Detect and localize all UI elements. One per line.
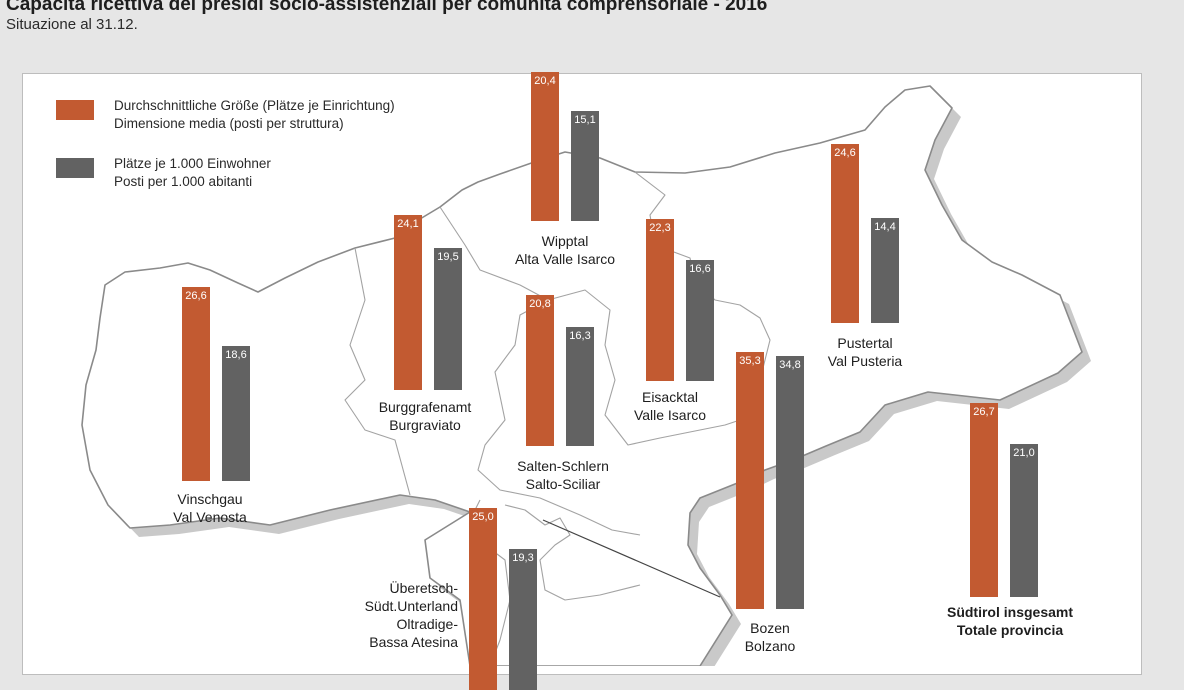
- region-unterland-it-2: Bassa Atesina: [369, 634, 458, 650]
- chart-subtitle: Situazione al 31.12.: [6, 16, 138, 33]
- bar-value-label-places-burggrafenamt: 19,5: [437, 251, 459, 263]
- region-label-vinschgau: Vinschgau Val Venosta: [150, 490, 270, 526]
- bar-value-label-places-pustertal: 14,4: [874, 221, 896, 233]
- bar-places-vinschgau: [222, 346, 250, 481]
- region-unterland-de-1: Überetsch-: [389, 580, 458, 596]
- region-bozen-de: Bozen: [750, 620, 790, 636]
- region-total-it: Totale provincia: [956, 622, 1064, 638]
- region-pustertal-it: Val Pusteria: [827, 353, 903, 369]
- bar-places-saltenschlern: [566, 327, 594, 446]
- region-wipptal-it: Alta Valle Isarco: [514, 251, 616, 267]
- bar-value-label-average-size-unterland: 25,0: [472, 511, 494, 523]
- region-vinschgau-de: Vinschgau: [177, 491, 243, 507]
- chart-title: Capacità ricettiva dei presidi socio-ass…: [6, 0, 768, 15]
- bar-value-label-places-bozen: 34,8: [779, 359, 801, 371]
- bar-value-label-places-total: 21,0: [1013, 447, 1035, 459]
- bar-value-label-average-size-saltenschlern: 20,8: [529, 298, 551, 310]
- region-pustertal-de: Pustertal: [837, 335, 893, 351]
- border-burggrafenamt-wipptal: [439, 206, 549, 301]
- bar-value-label-average-size-pustertal: 24,6: [834, 147, 856, 159]
- border-saltenschlern-east: [547, 289, 741, 446]
- bar-average-size-total: [970, 403, 998, 597]
- bar-places-burggrafenamt: [434, 248, 462, 390]
- bar-value-label-average-size-bozen: 35,3: [739, 355, 761, 367]
- legend-average-size-de: Durchschnittliche Größe (Plätze je Einri…: [114, 98, 395, 113]
- bar-places-total: [1010, 444, 1038, 597]
- bar-places-pustertal: [871, 218, 899, 323]
- region-label-wipptal: Wipptal Alta Valle Isarco: [500, 232, 630, 268]
- region-burggrafenamt-de: Burggrafenamt: [378, 399, 472, 415]
- region-label-eisacktal: Eisacktal Valle Isarco: [615, 388, 725, 424]
- region-label-pustertal: Pustertal Val Pusteria: [810, 334, 920, 370]
- bar-value-label-average-size-vinschgau: 26,6: [185, 290, 207, 302]
- bar-average-size-pustertal: [831, 144, 859, 323]
- legend-places-it: Posti per 1.000 abitanti: [114, 174, 253, 189]
- region-label-bozen: Bozen Bolzano: [725, 619, 815, 655]
- bar-value-label-places-saltenschlern: 16,3: [569, 330, 591, 342]
- legend-average-size-it: Dimensione media (posti per struttura): [114, 116, 344, 131]
- bar-value-label-average-size-eisacktal: 22,3: [649, 222, 671, 234]
- legend-label-places: Plätze je 1.000 Einwohner Posti per 1.00…: [114, 155, 271, 191]
- legend-swatch-places: [56, 158, 94, 178]
- region-label-saltenschlern: Salten-Schlern Salto-Sciliar: [498, 457, 628, 493]
- bar-average-size-burggrafenamt: [394, 215, 422, 390]
- region-burggrafenamt-it: Burgraviato: [389, 417, 461, 433]
- bar-places-wipptal: [571, 111, 599, 221]
- region-unterland-de-2: Südt.Unterland: [364, 598, 458, 614]
- bar-value-label-places-wipptal: 15,1: [574, 114, 596, 126]
- region-total-de: Südtirol insgesamt: [946, 604, 1074, 620]
- bar-average-size-eisacktal: [646, 219, 674, 381]
- bar-value-label-places-unterland: 19,3: [512, 552, 534, 564]
- region-wipptal-de: Wipptal: [541, 233, 589, 249]
- bar-places-unterland: [509, 549, 537, 690]
- legend-places-de: Plätze je 1.000 Einwohner: [114, 156, 271, 171]
- region-label-unterland: Überetsch- Südt.Unterland Oltradige- Bas…: [328, 579, 458, 651]
- legend-label-average-size: Durchschnittliche Größe (Plätze je Einri…: [114, 97, 395, 133]
- bar-average-size-vinschgau: [182, 287, 210, 481]
- border-bozen: [504, 504, 641, 601]
- region-saltenschlern-de: Salten-Schlern: [517, 458, 609, 474]
- region-unterland-it-1: Oltradige-: [396, 616, 458, 632]
- bar-value-label-places-vinschgau: 18,6: [225, 349, 247, 361]
- bar-average-size-bozen: [736, 352, 764, 609]
- region-label-total: Südtirol insgesamt Totale provincia: [925, 603, 1095, 639]
- bar-value-label-places-eisacktal: 16,6: [689, 263, 711, 275]
- bar-average-size-unterland: [469, 508, 497, 690]
- bozen-pointer-line: [542, 519, 721, 598]
- region-eisacktal-it: Valle Isarco: [633, 407, 707, 423]
- bar-places-bozen: [776, 356, 804, 609]
- region-saltenschlern-it: Salto-Sciliar: [525, 476, 601, 492]
- bar-value-label-average-size-total: 26,7: [973, 406, 995, 418]
- region-label-burggrafenamt: Burggrafenamt Burgraviato: [360, 398, 490, 434]
- region-vinschgau-it: Val Venosta: [173, 509, 247, 525]
- bar-places-eisacktal: [686, 260, 714, 381]
- region-bozen-it: Bolzano: [744, 638, 796, 654]
- border-vinschgau-burggrafenamt: [344, 247, 411, 496]
- bar-average-size-saltenschlern: [526, 295, 554, 446]
- bar-value-label-average-size-wipptal: 20,4: [534, 75, 556, 87]
- bar-value-label-average-size-burggrafenamt: 24,1: [397, 218, 419, 230]
- border-saltenschlern: [477, 299, 641, 536]
- bar-average-size-wipptal: [531, 72, 559, 221]
- region-eisacktal-de: Eisacktal: [641, 389, 699, 405]
- legend-swatch-average-size: [56, 100, 94, 120]
